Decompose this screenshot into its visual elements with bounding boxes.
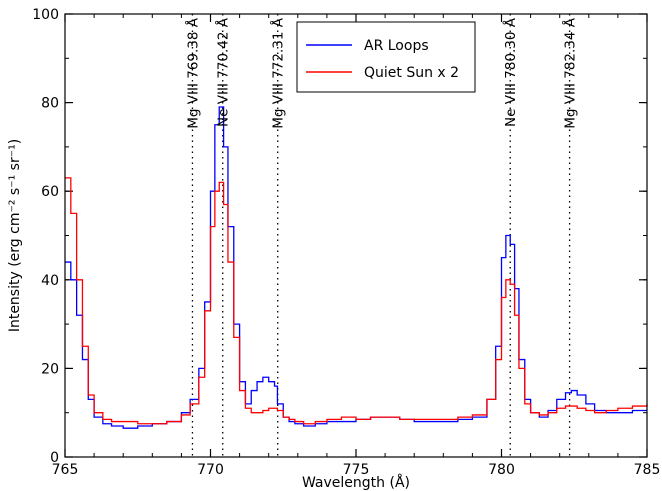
x-tick-label: 775 (343, 462, 370, 478)
annotation-label: Mg VIII 782.34 Å (562, 17, 579, 129)
legend-box (296, 21, 476, 93)
legend-label-ar-loops: AR Loops (364, 38, 429, 54)
y-tick-label: 40 (41, 273, 59, 289)
annotation-label: Ne VIII 770.42 Å (215, 17, 232, 127)
y-tick-label: 80 (41, 96, 59, 112)
legend-label-quiet-sun: Quiet Sun x 2 (364, 65, 459, 81)
y-tick-label: 100 (32, 7, 59, 23)
y-axis-label: Intensity (erg cm⁻² s⁻¹ sr⁻¹) (7, 139, 23, 332)
y-tick-label: 60 (41, 184, 59, 200)
x-axis-label: Wavelength (Å) (302, 474, 410, 491)
series-layer (65, 106, 648, 429)
y-tick-label: 20 (41, 361, 59, 377)
plot-frame (64, 13, 648, 458)
annotation-label: Mg VIII 769.38 Å (184, 17, 201, 129)
ticks-layer (64, 13, 648, 458)
x-tick-label: 780 (488, 462, 515, 478)
labels-layer: 765 770 775 780 785 0 20 40 60 80 100 Mg VIII 769.3… (32, 7, 660, 478)
annotation-label: Ne VIII 780.30 Å (502, 17, 519, 127)
annotation-label: Mg VIII 772.31 Å (270, 17, 287, 129)
legend: AR Loops Quiet Sun x 2 (296, 21, 476, 93)
x-tick-label: 765 (52, 462, 79, 478)
x-tick-label: 785 (634, 462, 661, 478)
y-tick-label: 0 (50, 450, 59, 466)
series-line-1 (65, 177, 648, 425)
x-tick-label: 770 (197, 462, 224, 478)
